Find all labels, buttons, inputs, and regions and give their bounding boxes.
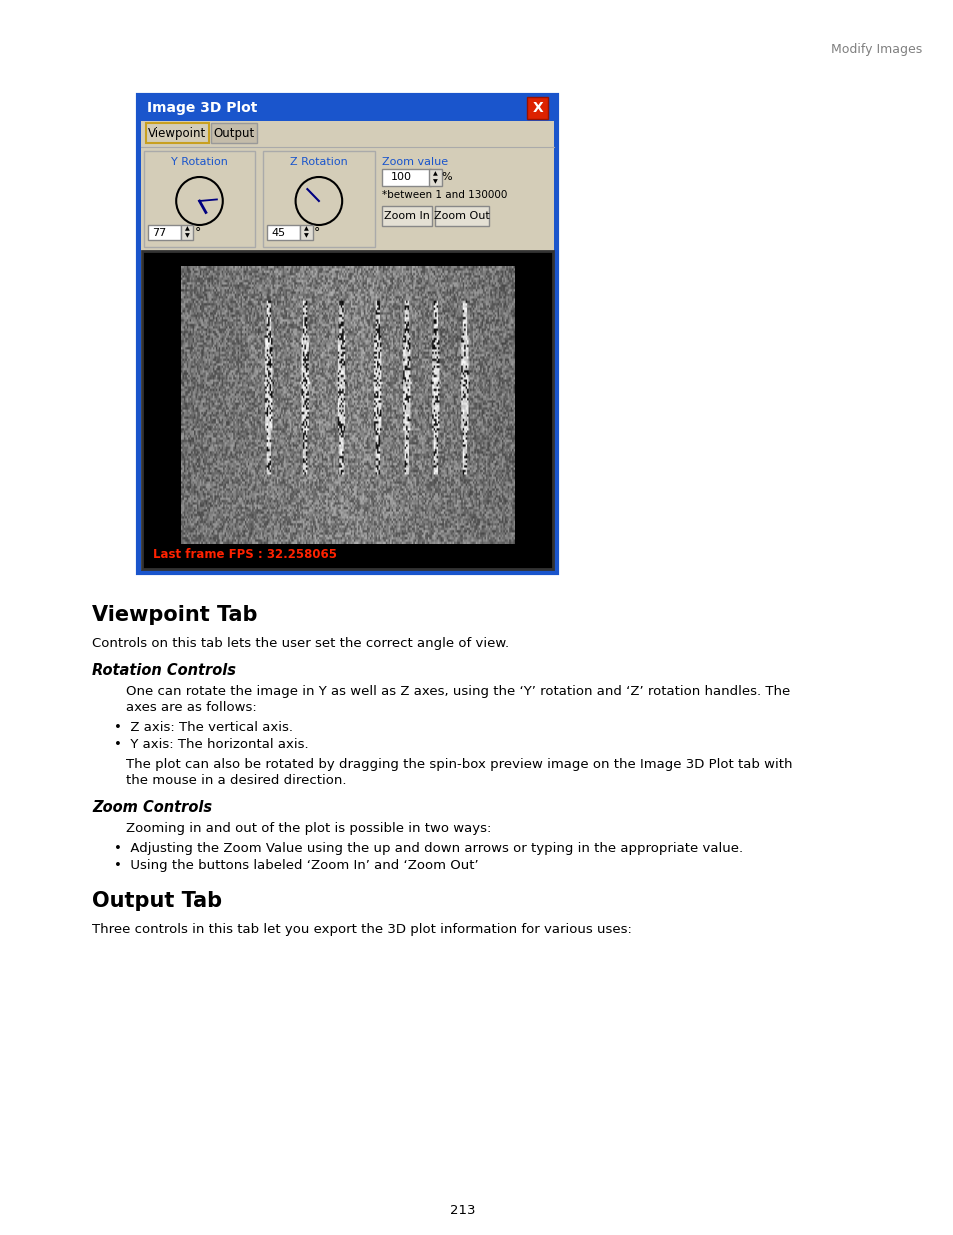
FancyBboxPatch shape — [435, 206, 489, 226]
FancyBboxPatch shape — [137, 95, 557, 573]
Text: 213: 213 — [450, 1203, 476, 1216]
FancyBboxPatch shape — [144, 151, 255, 247]
Text: ▼: ▼ — [184, 233, 189, 238]
Text: the mouse in a desired direction.: the mouse in a desired direction. — [126, 774, 346, 787]
Text: ▼: ▼ — [433, 179, 437, 184]
Text: ▲: ▲ — [433, 170, 437, 177]
FancyBboxPatch shape — [429, 169, 441, 186]
FancyBboxPatch shape — [180, 225, 193, 240]
FancyBboxPatch shape — [267, 225, 299, 240]
Circle shape — [176, 177, 223, 225]
Text: %: % — [441, 173, 452, 183]
Text: •  Using the buttons labeled ‘Zoom In’ and ‘Zoom Out’: • Using the buttons labeled ‘Zoom In’ an… — [113, 860, 477, 872]
FancyBboxPatch shape — [148, 225, 180, 240]
Text: *between 1 and 130000: *between 1 and 130000 — [382, 190, 507, 200]
FancyBboxPatch shape — [211, 124, 257, 143]
Text: Zoom Out: Zoom Out — [434, 211, 490, 221]
FancyBboxPatch shape — [299, 225, 313, 240]
Text: Rotation Controls: Rotation Controls — [92, 663, 236, 678]
Text: Viewpoint Tab: Viewpoint Tab — [92, 605, 257, 625]
Text: One can rotate the image in Y as well as Z axes, using the ‘Y’ rotation and ‘Z’ : One can rotate the image in Y as well as… — [126, 685, 790, 698]
Text: Zoom Controls: Zoom Controls — [92, 800, 213, 815]
Text: °: ° — [194, 226, 201, 240]
FancyBboxPatch shape — [146, 124, 209, 143]
Text: Image 3D Plot: Image 3D Plot — [147, 101, 256, 115]
Text: •  Y axis: The horizontal axis.: • Y axis: The horizontal axis. — [113, 739, 308, 751]
Text: Z Rotation: Z Rotation — [290, 157, 348, 167]
Text: 45: 45 — [272, 227, 285, 237]
FancyBboxPatch shape — [381, 206, 432, 226]
Text: Viewpoint: Viewpoint — [148, 126, 206, 140]
Text: Output: Output — [213, 126, 254, 140]
FancyBboxPatch shape — [142, 251, 553, 569]
Text: axes are as follows:: axes are as follows: — [126, 701, 256, 714]
FancyBboxPatch shape — [382, 169, 431, 186]
Text: Controls on this tab lets the user set the correct angle of view.: Controls on this tab lets the user set t… — [92, 637, 509, 650]
FancyBboxPatch shape — [527, 98, 548, 119]
Text: Zoom In: Zoom In — [383, 211, 429, 221]
Text: Y Rotation: Y Rotation — [171, 157, 228, 167]
Text: Output Tab: Output Tab — [92, 890, 222, 911]
Text: 100: 100 — [390, 173, 411, 183]
Text: ▼: ▼ — [304, 233, 309, 238]
Text: Last frame FPS : 32.258065: Last frame FPS : 32.258065 — [153, 548, 337, 562]
Text: Zooming in and out of the plot is possible in two ways:: Zooming in and out of the plot is possib… — [126, 823, 491, 835]
FancyBboxPatch shape — [263, 151, 375, 247]
Text: Zoom value: Zoom value — [382, 157, 448, 167]
Text: 77: 77 — [152, 227, 166, 237]
Text: Three controls in this tab let you export the 3D plot information for various us: Three controls in this tab let you expor… — [92, 923, 632, 936]
Circle shape — [295, 177, 342, 225]
Text: Modify Images: Modify Images — [830, 43, 922, 57]
Text: ▲: ▲ — [304, 226, 309, 231]
FancyBboxPatch shape — [137, 95, 557, 121]
Text: X: X — [532, 101, 542, 115]
FancyBboxPatch shape — [141, 121, 554, 571]
Text: °: ° — [314, 226, 320, 240]
Text: The plot can also be rotated by dragging the spin-box preview image on the Image: The plot can also be rotated by dragging… — [126, 758, 792, 771]
Text: ▲: ▲ — [184, 226, 189, 231]
Text: •  Z axis: The vertical axis.: • Z axis: The vertical axis. — [113, 721, 293, 734]
Text: •  Adjusting the Zoom Value using the up and down arrows or typing in the approp: • Adjusting the Zoom Value using the up … — [113, 842, 742, 855]
